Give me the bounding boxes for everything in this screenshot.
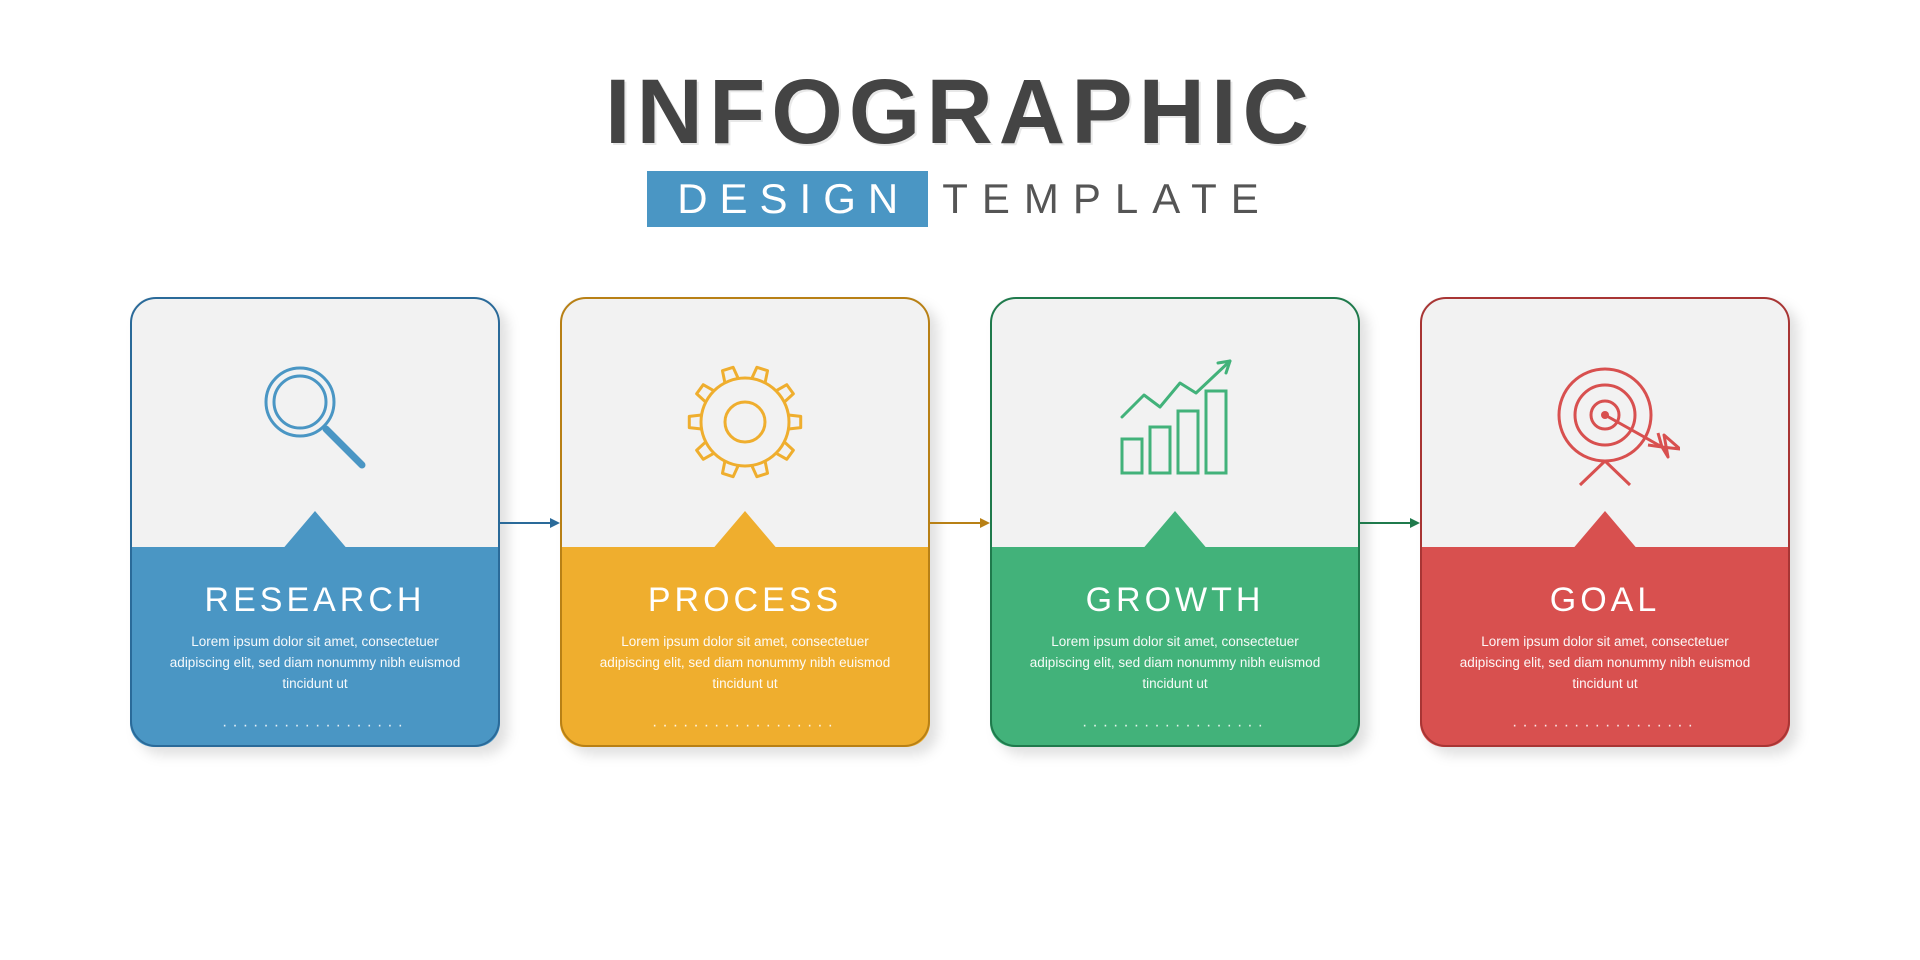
card-body: PROCESS Lorem ipsum dolor sit amet, conse… — [560, 547, 930, 747]
subtitle-plain: TEMPLATE — [942, 175, 1273, 223]
card-body: RESEARCH Lorem ipsum dolor sit amet, cons… — [130, 547, 500, 747]
dots-decoration: ·················· — [1512, 717, 1698, 735]
card-description: Lorem ipsum dolor sit amet, consectetuer… — [590, 632, 900, 695]
card-label: GROWTH — [1020, 581, 1330, 620]
gear-icon — [670, 347, 820, 497]
arrow-connector — [930, 522, 990, 524]
main-title: INFOGRAPHIC — [605, 60, 1315, 165]
card-body: GOAL Lorem ipsum dolor sit amet, consecte… — [1420, 547, 1790, 747]
card-description: Lorem ipsum dolor sit amet, consectetuer… — [1020, 632, 1330, 695]
pointer-triangle — [711, 511, 779, 551]
pointer-triangle — [1571, 511, 1639, 551]
card-icon-area — [560, 297, 930, 547]
subtitle-row: DESIGN TEMPLATE — [605, 171, 1315, 227]
dots-decoration: ·················· — [222, 717, 408, 735]
cards-row: RESEARCH Lorem ipsum dolor sit amet, cons… — [130, 297, 1790, 747]
card-icon-area — [1420, 297, 1790, 547]
arrow-connector — [500, 522, 560, 524]
dots-decoration: ·················· — [1082, 717, 1268, 735]
pointer-triangle — [1141, 511, 1209, 551]
card-body: GROWTH Lorem ipsum dolor sit amet, consec… — [990, 547, 1360, 747]
target-icon — [1530, 347, 1680, 497]
card-goal: GOAL Lorem ipsum dolor sit amet, consecte… — [1420, 297, 1790, 747]
card-growth: GROWTH Lorem ipsum dolor sit amet, consec… — [990, 297, 1360, 747]
arrow-connector — [1360, 522, 1420, 524]
card-icon-area — [990, 297, 1360, 547]
card-label: GOAL — [1450, 581, 1760, 620]
card-label: RESEARCH — [160, 581, 470, 620]
card-research: RESEARCH Lorem ipsum dolor sit amet, cons… — [130, 297, 500, 747]
card-icon-area — [130, 297, 500, 547]
subtitle-badge: DESIGN — [647, 171, 928, 227]
card-description: Lorem ipsum dolor sit amet, consectetuer… — [160, 632, 470, 695]
pointer-triangle — [281, 511, 349, 551]
card-label: PROCESS — [590, 581, 900, 620]
magnifier-icon — [240, 347, 390, 497]
card-process: PROCESS Lorem ipsum dolor sit amet, conse… — [560, 297, 930, 747]
card-description: Lorem ipsum dolor sit amet, consectetuer… — [1450, 632, 1760, 695]
growth-chart-icon — [1100, 347, 1250, 497]
header: INFOGRAPHIC DESIGN TEMPLATE — [605, 60, 1315, 227]
dots-decoration: ·················· — [652, 717, 838, 735]
